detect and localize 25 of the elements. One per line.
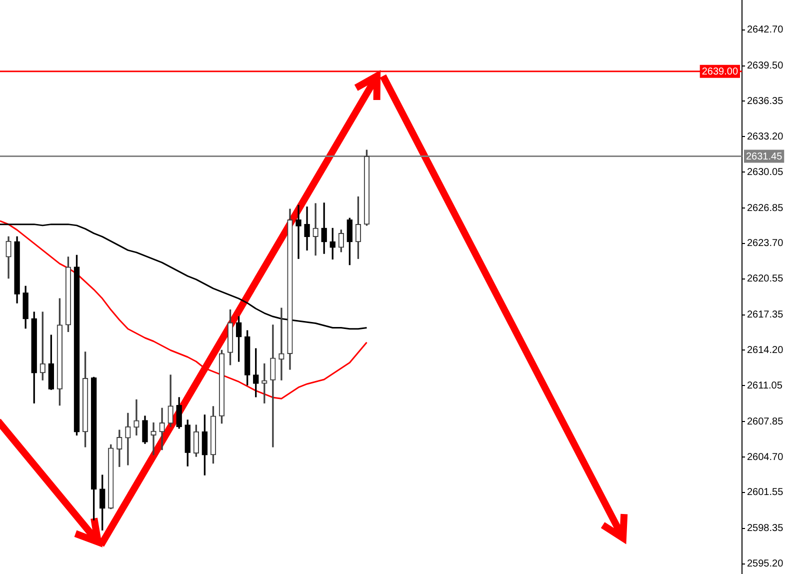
y-tick-label: 2633.20 [747,131,784,142]
candlestick [312,203,318,256]
y-tick-label: 2607.85 [747,416,784,428]
candlestick [125,412,131,466]
y-tick-label: 2620.55 [747,274,784,285]
y-tick-label: 2630.05 [747,166,784,178]
ref-line-label: 2639.00 [702,66,738,78]
y-tick-label: 2636.35 [747,96,784,107]
y-tick-label: 2614.20 [747,344,784,356]
y-tick-label: 2611.05 [747,380,783,392]
candlestick [134,399,140,436]
ref-line-label: 2631.45 [746,152,783,163]
candlestick [150,422,156,456]
y-tick-label: 2598.35 [747,523,784,534]
y-tick-label: 2639.50 [747,60,784,72]
candlestick [159,408,165,450]
y-tick-label: 2626.85 [747,202,784,214]
candlestick [296,204,302,259]
y-tick-label: 2595.20 [747,558,784,570]
y-tick-label: 2617.35 [747,310,784,321]
y-tick-label: 2642.70 [747,24,784,36]
y-tick-label: 2604.70 [747,452,784,463]
y-tick-label: 2601.55 [747,487,784,498]
candlestick [278,308,284,380]
y-tick-label: 2623.70 [747,238,784,250]
